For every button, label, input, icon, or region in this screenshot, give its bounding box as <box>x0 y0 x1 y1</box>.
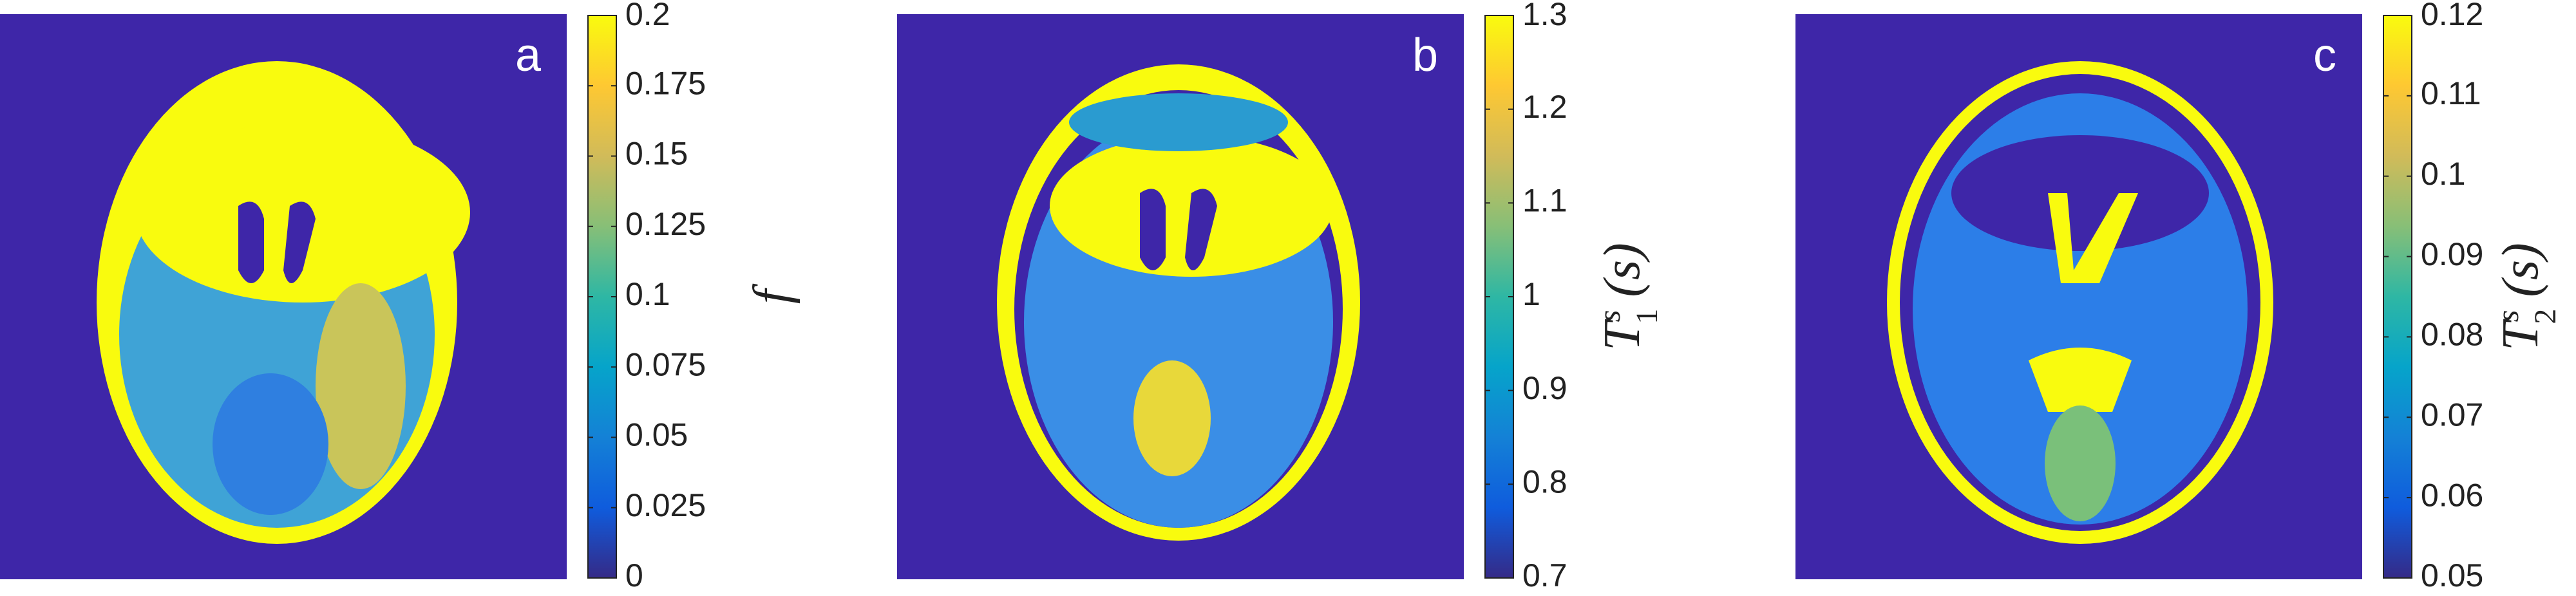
tick-label: 0.1 <box>625 276 670 312</box>
tick-label: 0.07 <box>2421 396 2483 433</box>
panel-label: c <box>2313 30 2336 81</box>
tick-label: 0.05 <box>2421 557 2483 593</box>
tick-label: 0.025 <box>625 487 706 523</box>
label-superscript: s <box>1593 310 1627 322</box>
colorbar <box>2383 15 2412 579</box>
tick-label: 0 <box>625 557 643 593</box>
label-base: T <box>2492 319 2549 351</box>
tick-label: 0.12 <box>2421 0 2483 32</box>
tick-label: 0.075 <box>625 346 706 382</box>
colorbar-label: f <box>744 283 800 304</box>
label-base: f <box>744 283 800 304</box>
tick-label: 1.1 <box>1522 183 1567 219</box>
colorbar-label: Ts 1 (s) <box>1593 243 1664 351</box>
map-image <box>0 14 567 579</box>
panel-label: a <box>515 30 542 81</box>
panel-label: b <box>1412 30 1438 81</box>
tick-label: 0.11 <box>2421 75 2481 111</box>
tick-label: 0.2 <box>625 0 670 32</box>
map-image <box>897 14 1464 579</box>
tick-label: 0.7 <box>1522 557 1567 593</box>
label-suffix: (s) <box>2492 243 2549 297</box>
tick-label: 0.15 <box>625 136 688 172</box>
tick-label: 0.1 <box>2421 156 2466 192</box>
label-superscript: s <box>2491 310 2525 322</box>
tick-label: 0.06 <box>2421 477 2483 513</box>
label-subscript: 2 <box>2528 309 2562 324</box>
tick-label: 0.125 <box>625 206 706 242</box>
tick-label: 1.2 <box>1522 89 1567 125</box>
tick-label: 0.09 <box>2421 236 2483 272</box>
tick-label: 1 <box>1522 276 1540 312</box>
label-suffix: (s) <box>1594 243 1651 297</box>
label-subscript: 1 <box>1630 309 1664 324</box>
tick-label: 0.175 <box>625 65 706 101</box>
tick-label: 0.08 <box>2421 317 2483 353</box>
colorbar-label: Ts 2 (s) <box>2491 243 2562 351</box>
tick-label: 0.8 <box>1522 464 1567 500</box>
tick-label: 1.3 <box>1522 0 1567 32</box>
tick-label: 0.05 <box>625 417 688 453</box>
map-image <box>1795 14 2362 579</box>
tick-label: 0.9 <box>1522 370 1567 406</box>
label-base: T <box>1594 319 1651 351</box>
